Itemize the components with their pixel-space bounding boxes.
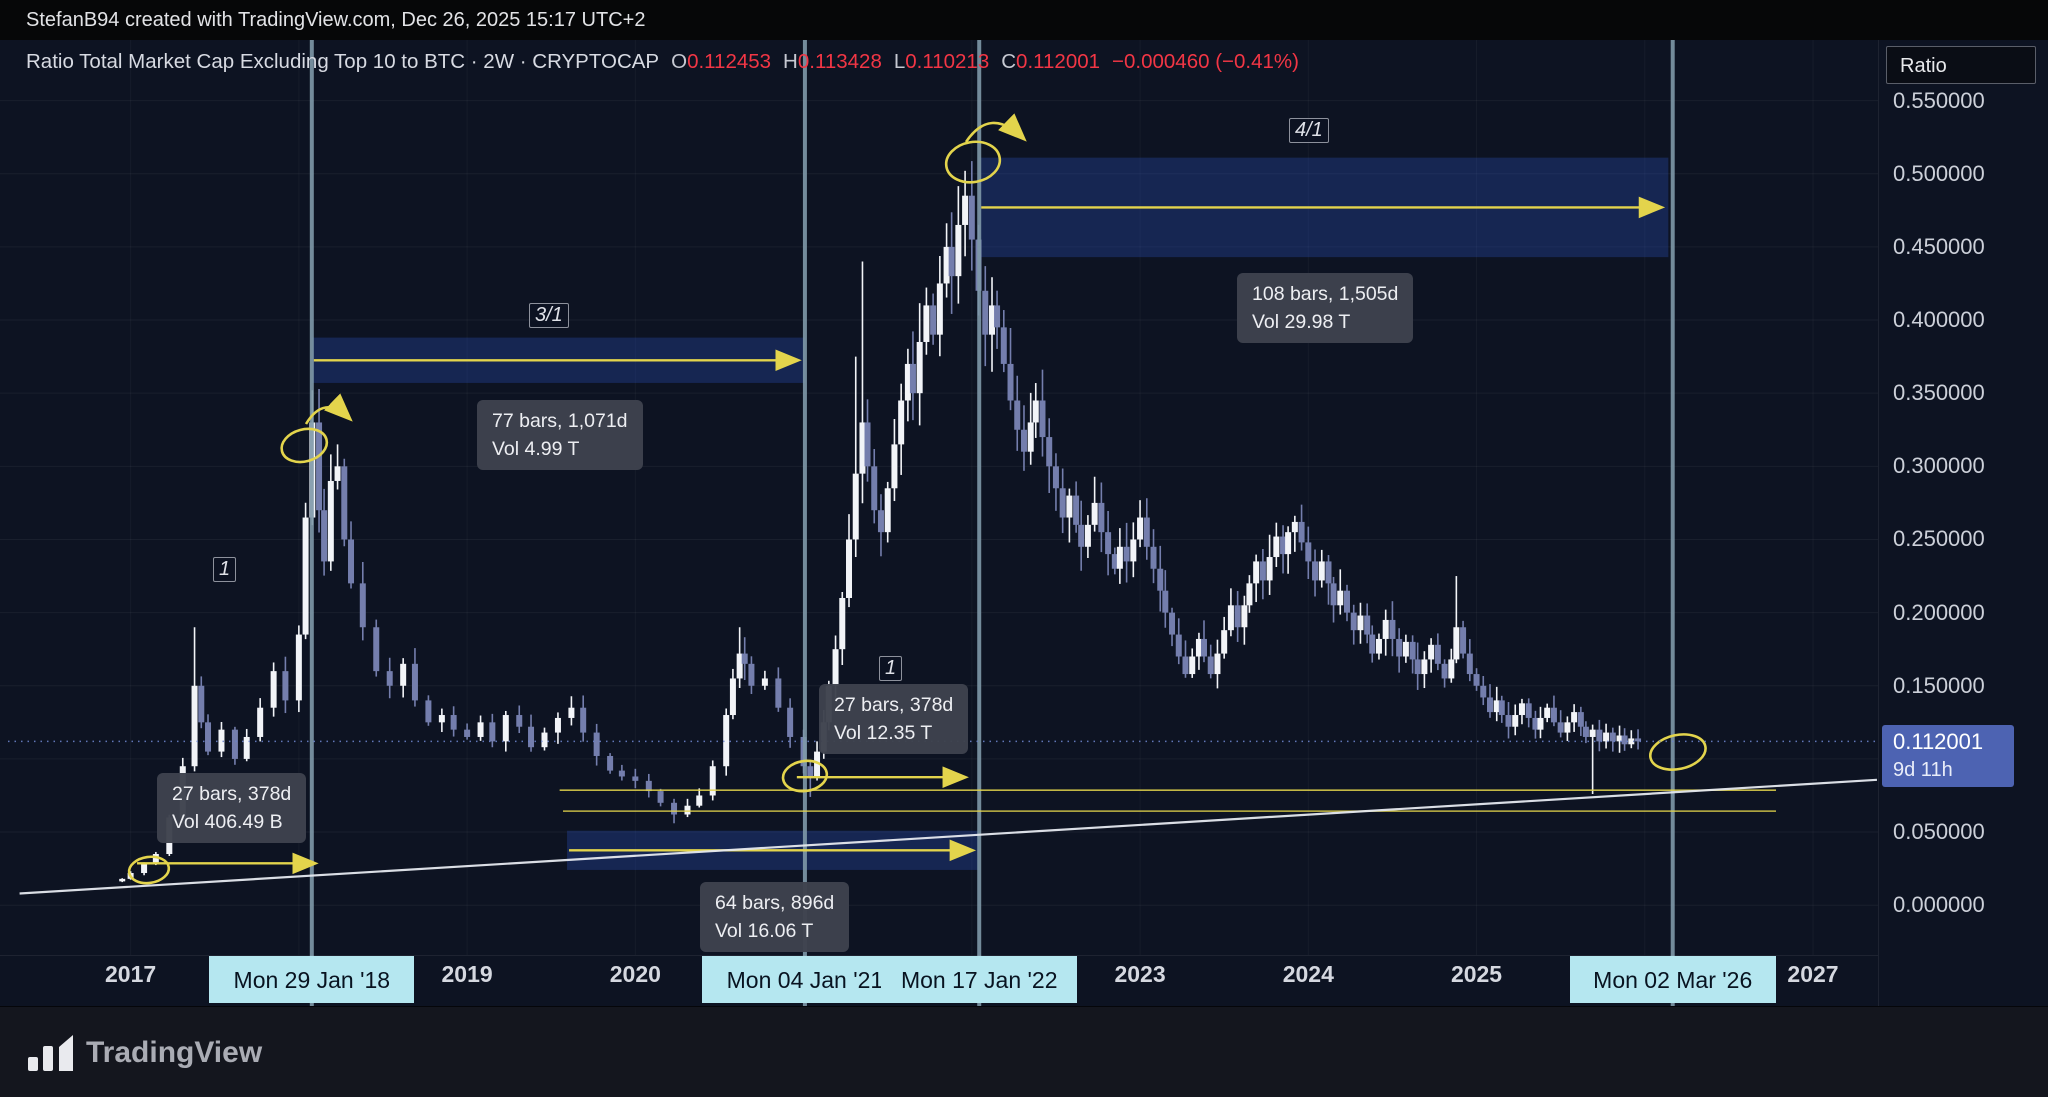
year-label: 2020 xyxy=(609,961,661,987)
measure-bands xyxy=(311,157,1669,870)
tradingview-logo-icon[interactable] xyxy=(28,1035,74,1076)
price-axis[interactable]: Ratio 0.550000 0.500000 0.450000 0.400000 0.… xyxy=(1878,40,2048,1006)
price-tick-label: 0.450000 xyxy=(1893,233,1985,259)
price-tick-label: 0.150000 xyxy=(1893,672,1985,698)
event-date-label: Mon 29 Jan '18 xyxy=(209,956,415,1003)
badge-price: 0.112001 xyxy=(1893,729,1984,755)
year-label: 2027 xyxy=(1787,961,1839,987)
price-tick-label: 0.200000 xyxy=(1893,599,1985,625)
footer-bar: TradingView xyxy=(0,1006,2048,1097)
event-date-label: Mon 02 Mar '26 xyxy=(1569,956,1776,1003)
price-tick-label: 0.500000 xyxy=(1893,160,1985,186)
price-tick-label: 0.050000 xyxy=(1893,819,1985,845)
current-price-badge[interactable]: 0.112001 9d 11h xyxy=(1882,725,2014,788)
time-axis[interactable]: 2017 2019 2020 2023 2024 2025 2027 Mon 29 Jan '… xyxy=(0,955,1878,1006)
attribution-bar: StefanB94 created with TradingView.com, … xyxy=(0,0,2048,40)
close-value: 0.112001 xyxy=(1016,50,1101,73)
event-date-label: Mon 17 Jan '22 xyxy=(881,956,1078,1003)
user-drawings xyxy=(19,113,1878,895)
time-axis-separator xyxy=(0,955,2048,956)
open-value: 0.112453 xyxy=(687,50,772,73)
high-label: H xyxy=(783,50,798,73)
year-label: 2023 xyxy=(1114,961,1166,987)
price-tick-label: 0.350000 xyxy=(1893,380,1985,406)
attribution-text: StefanB94 created with TradingView.com, … xyxy=(26,9,646,31)
open-label: O xyxy=(671,50,688,73)
price-tick-label: 0.300000 xyxy=(1893,453,1985,479)
low-label: L xyxy=(893,50,906,73)
year-label: 2025 xyxy=(1450,961,1503,987)
event-date-label: Mon 04 Jan '21 xyxy=(702,956,908,1003)
price-tick-label: 0.550000 xyxy=(1893,87,1985,113)
badge-countdown: 9d 11h xyxy=(1893,759,1953,782)
candlesticks xyxy=(119,161,1642,883)
high-value: 0.113428 xyxy=(797,50,882,73)
price-tick-label: 0.000000 xyxy=(1893,892,1985,918)
symbol-title[interactable]: Ratio Total Market Cap Excluding Top 10 … xyxy=(26,50,660,73)
close-label: C xyxy=(1001,50,1017,73)
change-value: −0.000460 (−0.41%) xyxy=(1112,50,1299,73)
tradingview-brand[interactable]: TradingView xyxy=(86,1036,263,1069)
price-tick-label: 0.400000 xyxy=(1893,307,1985,333)
year-label: 2024 xyxy=(1282,961,1334,987)
ratio-scale-button-label: Ratio xyxy=(1900,55,1947,77)
symbol-legend: Ratio Total Market Cap Excluding Top 10 … xyxy=(26,50,1299,74)
low-value: 0.110213 xyxy=(905,50,990,73)
ratio-scale-button[interactable]: Ratio xyxy=(1886,46,2036,84)
price-tick-label: 0.250000 xyxy=(1893,526,1985,552)
year-label: 2017 xyxy=(105,961,157,987)
year-label: 2019 xyxy=(441,961,493,987)
